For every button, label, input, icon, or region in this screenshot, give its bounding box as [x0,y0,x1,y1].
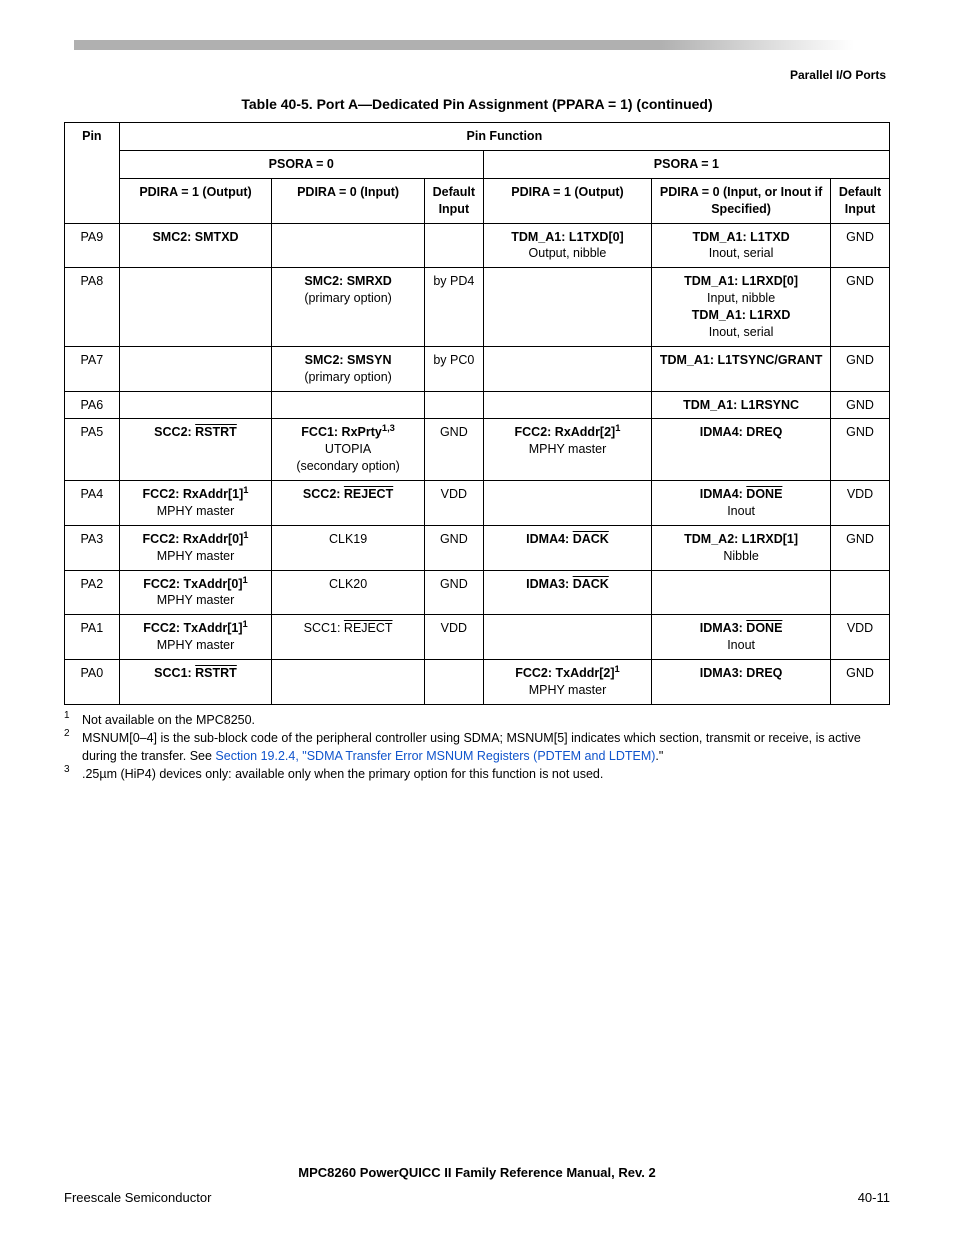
table-row: PA1 FCC2: TxAddr[1]1MPHY master SCC1: RE… [65,615,890,660]
page-footer: MPC8260 PowerQUICC II Family Reference M… [64,1165,890,1205]
th-pin: Pin [65,123,120,224]
vendor-name: Freescale Semiconductor [64,1190,211,1205]
section-label: Parallel I/O Ports [64,68,890,82]
table-row: PA8 SMC2: SMRXD(primary option) by PD4 T… [65,268,890,347]
table-row: PA5 SCC2: RSTRT FCC1: RxPrty1,3UTOPIA(se… [65,419,890,481]
th-pdira0-in-1: PDIRA = 0 (Input, or Inout if Specified) [652,178,831,223]
manual-title: MPC8260 PowerQUICC II Family Reference M… [64,1165,890,1180]
th-pdira1-out-1: PDIRA = 1 (Output) [483,178,651,223]
page-number: 40-11 [858,1190,890,1205]
table-caption: Table 40-5. Port A—Dedicated Pin Assignm… [64,96,890,112]
table-row: PA9 SMC2: SMTXD TDM_A1: L1TXD[0]Output, … [65,223,890,268]
footnotes: 1Not available on the MPC8250. 2 MSNUM[0… [64,711,890,784]
th-pinfunc: Pin Function [119,123,889,151]
table-row: PA7 SMC2: SMSYN(primary option) by PC0 T… [65,346,890,391]
footnote-3: .25µm (HiP4) devices only: available onl… [82,765,603,783]
th-pdira1-out-0: PDIRA = 1 (Output) [119,178,272,223]
table-head: Pin Pin Function PSORA = 0 PSORA = 1 PDI… [65,123,890,224]
table-row: PA4 FCC2: RxAddr[1]1MPHY master SCC2: RE… [65,481,890,526]
th-psora1: PSORA = 1 [483,150,889,178]
table-body: PA9 SMC2: SMTXD TDM_A1: L1TXD[0]Output, … [65,223,890,704]
th-def1: Default Input [831,178,890,223]
footnote-2-link[interactable]: Section 19.2.4, "SDMA Transfer Error MSN… [215,749,655,763]
th-def0: Default Input [424,178,483,223]
table-row: PA3 FCC2: RxAddr[0]1MPHY master CLK19 GN… [65,525,890,570]
pin-assignment-table: Pin Pin Function PSORA = 0 PSORA = 1 PDI… [64,122,890,705]
footnote-2: MSNUM[0–4] is the sub-block code of the … [82,729,890,765]
page: Parallel I/O Ports Table 40-5. Port A—De… [0,0,954,1235]
table-row: PA0 SCC1: RSTRT FCC2: TxAddr[2]1MPHY mas… [65,660,890,705]
th-pdira0-in-0: PDIRA = 0 (Input) [272,178,425,223]
footnote-1: Not available on the MPC8250. [82,711,255,729]
table-row: PA6 TDM_A1: L1RSYNC GND [65,391,890,419]
th-psora0: PSORA = 0 [119,150,483,178]
decorative-bar [74,40,854,50]
table-row: PA2 FCC2: TxAddr[0]1MPHY master CLK20 GN… [65,570,890,615]
